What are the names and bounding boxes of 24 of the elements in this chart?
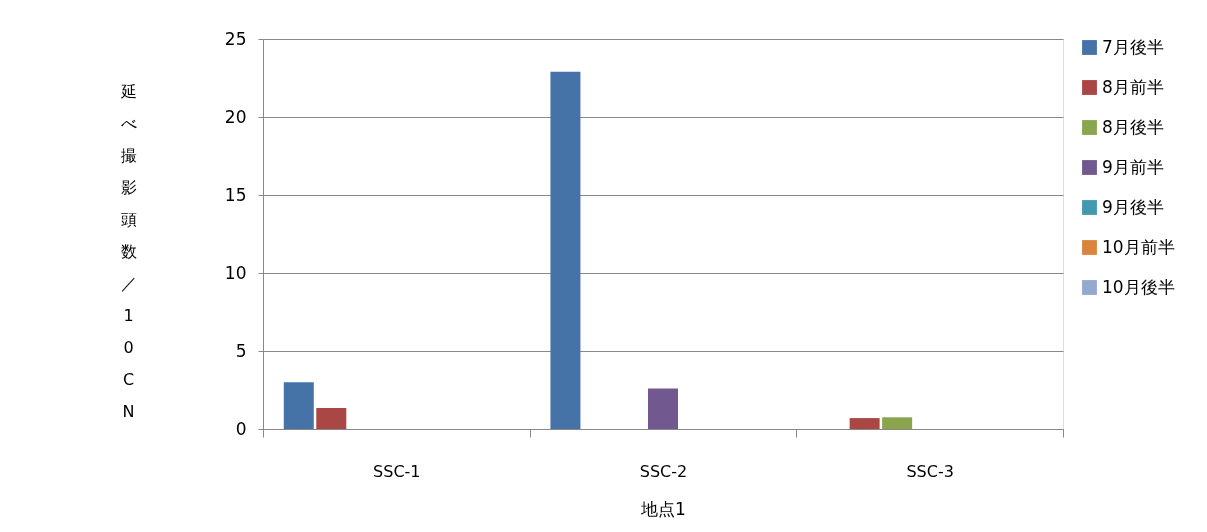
bar [882, 417, 913, 429]
y-tick-label: 0 [235, 418, 247, 439]
x-tick-label: SSC-2 [639, 461, 688, 481]
x-axis-title: 地点1 [640, 498, 686, 519]
y-tick-label: 10 [224, 262, 247, 283]
legend-label: 10月後半 [1102, 276, 1175, 297]
legend-label: 8月前半 [1102, 76, 1164, 97]
bar [283, 382, 314, 429]
legend-label: 7月後半 [1102, 36, 1164, 57]
legend-label: 10月前半 [1102, 236, 1175, 257]
x-tick-label: SSC-3 [906, 461, 954, 481]
y-tick-label: 20 [224, 106, 247, 127]
y-tick-label: 15 [224, 184, 247, 205]
y-tick-label: 5 [235, 340, 247, 361]
bar [849, 418, 880, 429]
legend-label: 9月後半 [1102, 196, 1164, 217]
legend-label: 9月前半 [1102, 156, 1164, 177]
y-tick-label: 25 [224, 28, 247, 49]
text: 延べ撮影頭数／10CN [120, 81, 137, 421]
bar [550, 71, 581, 429]
bar [316, 407, 347, 429]
legend-label: 8月後半 [1102, 116, 1164, 137]
x-tick-label: SSC-1 [373, 461, 421, 481]
bar [648, 388, 678, 429]
